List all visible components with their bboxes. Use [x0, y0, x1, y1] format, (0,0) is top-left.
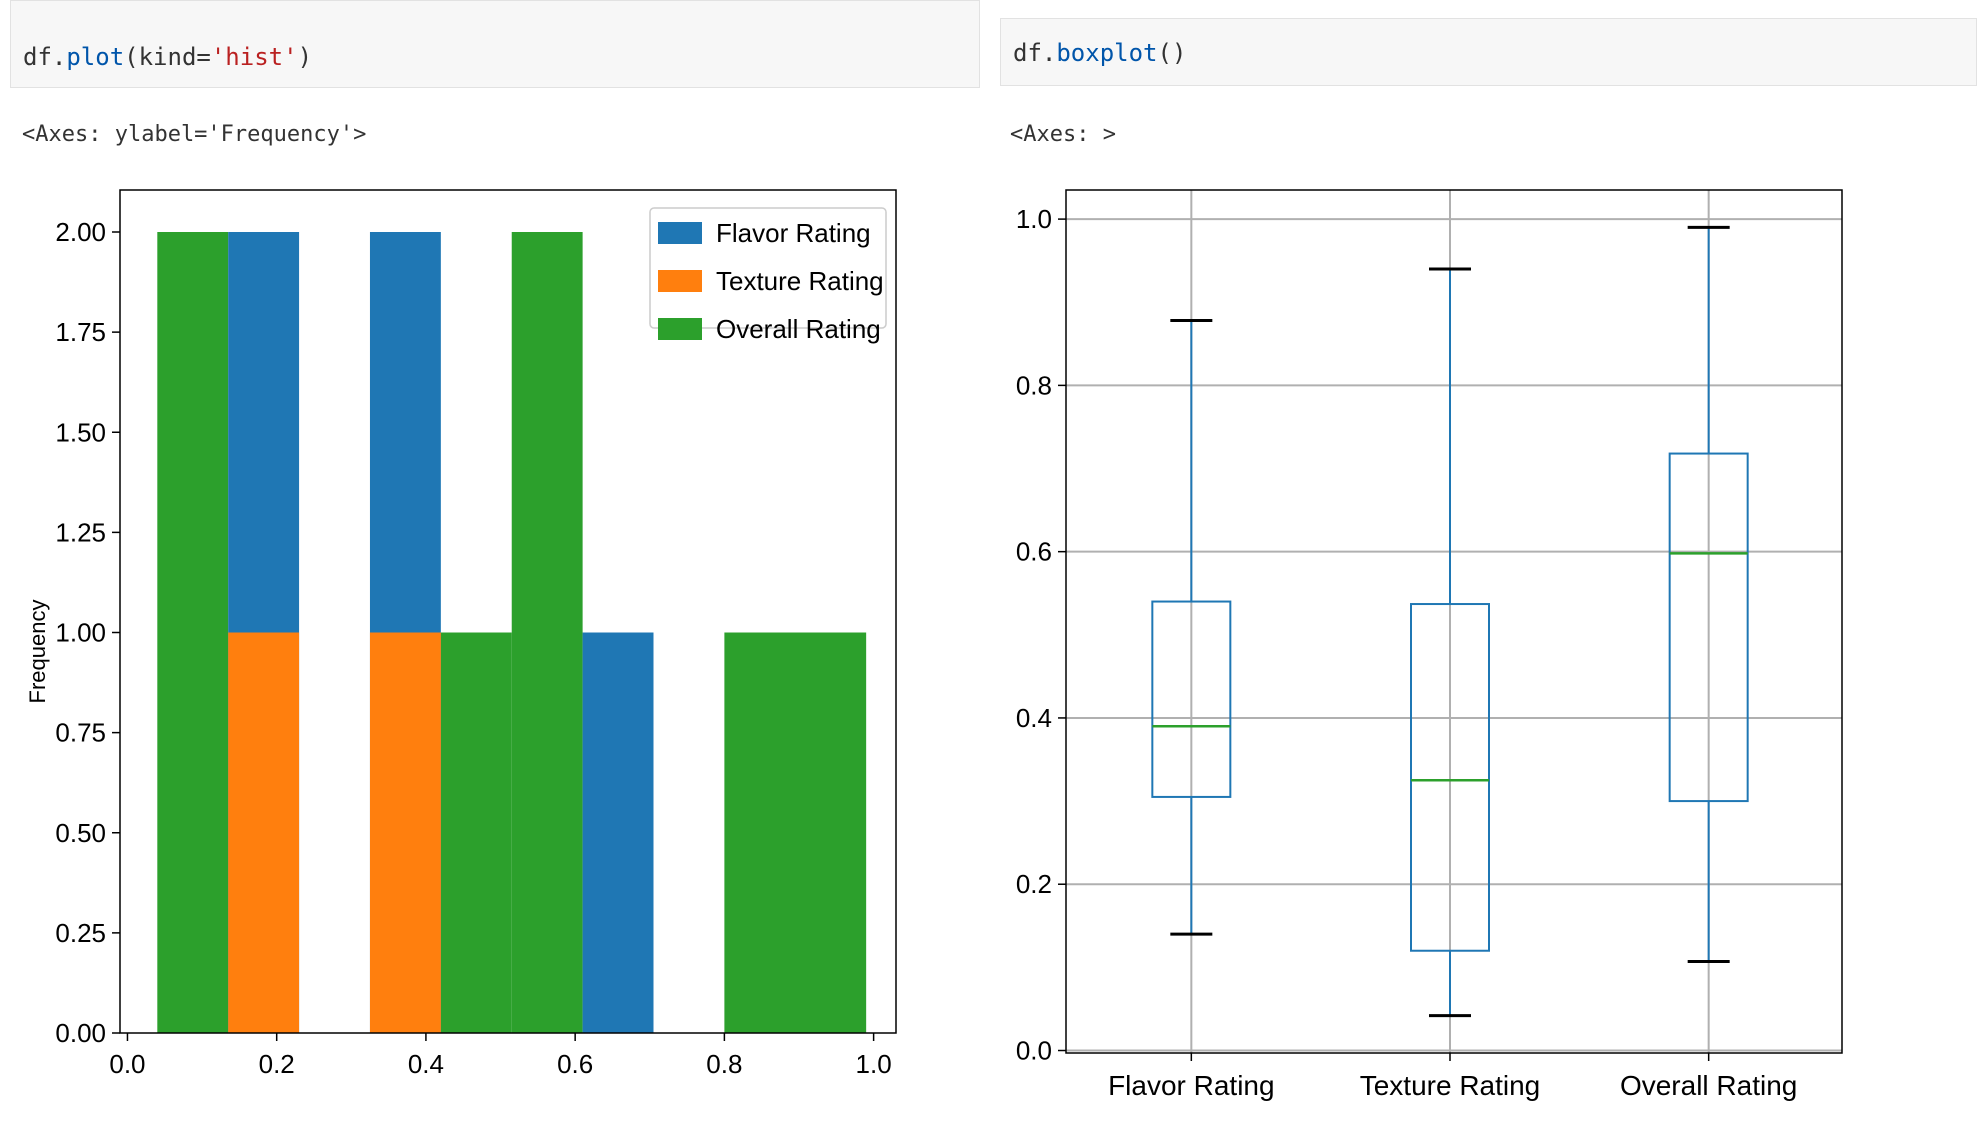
box-iqr-flavor-rating — [1151, 600, 1232, 798]
hist-y-tick-label: 0.75 — [55, 718, 106, 748]
hist-legend-swatch — [658, 222, 702, 244]
hist-bar-overall-rating-2 — [511, 232, 583, 1033]
box-iqr-overall-rating — [1668, 452, 1749, 803]
hist-y-axis-label: Frequency — [25, 600, 50, 704]
hist-y-tick-label: 1.25 — [55, 517, 106, 547]
hist-y-tick-label: 0.25 — [55, 918, 106, 948]
hist-x-tick-label: 1.0 — [856, 1049, 892, 1079]
hist-legend-label: Flavor Rating — [716, 218, 871, 248]
hist-legend-swatch — [658, 270, 702, 292]
hist-x-tick-label: 0.8 — [706, 1049, 742, 1079]
hist-legend-swatch — [658, 318, 702, 340]
box-y-tick-label: 0.2 — [1016, 869, 1052, 899]
box-y-tick-label: 0.4 — [1016, 703, 1052, 733]
box-x-tick-label: Texture Rating — [1360, 1070, 1541, 1101]
code-cell-boxplot[interactable]: df.boxplot() — [1000, 18, 1977, 86]
hist-legend-label: Overall Rating — [716, 314, 881, 344]
hist-bar-texture-rating-1 — [369, 632, 441, 1033]
hist-x-tick-label: 0.6 — [557, 1049, 593, 1079]
box-y-tick-label: 0.6 — [1016, 537, 1052, 567]
box-y-tick-label: 0.0 — [1016, 1036, 1052, 1066]
hist-x-tick-label: 0.2 — [259, 1049, 295, 1079]
box-axes-frame — [1065, 189, 1843, 1054]
hist-y-tick-label: 0.00 — [55, 1018, 106, 1048]
box-x-tick-label: Overall Rating — [1620, 1070, 1797, 1101]
hist-y-tick-label: 1.00 — [55, 618, 106, 648]
hist-x-tick-label: 0.0 — [109, 1049, 145, 1079]
code-line-boxplot: df.boxplot() — [1013, 39, 1187, 67]
hist-y-tick-label: 1.75 — [55, 317, 106, 347]
code-cell-hist[interactable]: df.plot(kind='hist') — [10, 0, 980, 88]
hist-bar-flavor-rating-3 — [582, 632, 654, 1033]
box-x-tick-label: Flavor Rating — [1108, 1070, 1275, 1101]
hist-axes-frame — [119, 189, 897, 1034]
code-line-hist: df.plot(kind='hist') — [23, 43, 313, 71]
box-y-tick-label: 1.0 — [1016, 204, 1052, 234]
hist-legend-box — [649, 207, 887, 329]
histogram-chart: 0.00 0.25 0.50 0.75 1.00 1.25 1.50 1.75 2.00 0.0 0… — [25, 189, 897, 1079]
box-y-tick-label: 0.8 — [1016, 370, 1052, 400]
hist-legend-label: Texture Rating — [716, 266, 884, 296]
output-text-hist: <Axes: ylabel='Frequency'> — [22, 122, 367, 147]
hist-bar-overall-rating-1 — [440, 632, 512, 1033]
hist-x-tick-label: 0.4 — [408, 1049, 444, 1079]
hist-bar-overall-rating-3 — [724, 632, 867, 1033]
hist-bar-texture-rating-0 — [228, 632, 300, 1033]
hist-y-tick-label: 2.00 — [55, 217, 106, 247]
box-iqr-texture-rating — [1410, 603, 1490, 952]
hist-y-tick-label: 1.50 — [55, 417, 106, 447]
output-text-boxplot: <Axes: > — [1010, 122, 1116, 147]
hist-y-tick-label: 0.50 — [55, 818, 106, 848]
hist-bar-overall-rating-0 — [157, 232, 229, 1033]
boxplot-chart: Flavor Rating Texture Rating Overall Ratin… — [1016, 189, 1843, 1101]
